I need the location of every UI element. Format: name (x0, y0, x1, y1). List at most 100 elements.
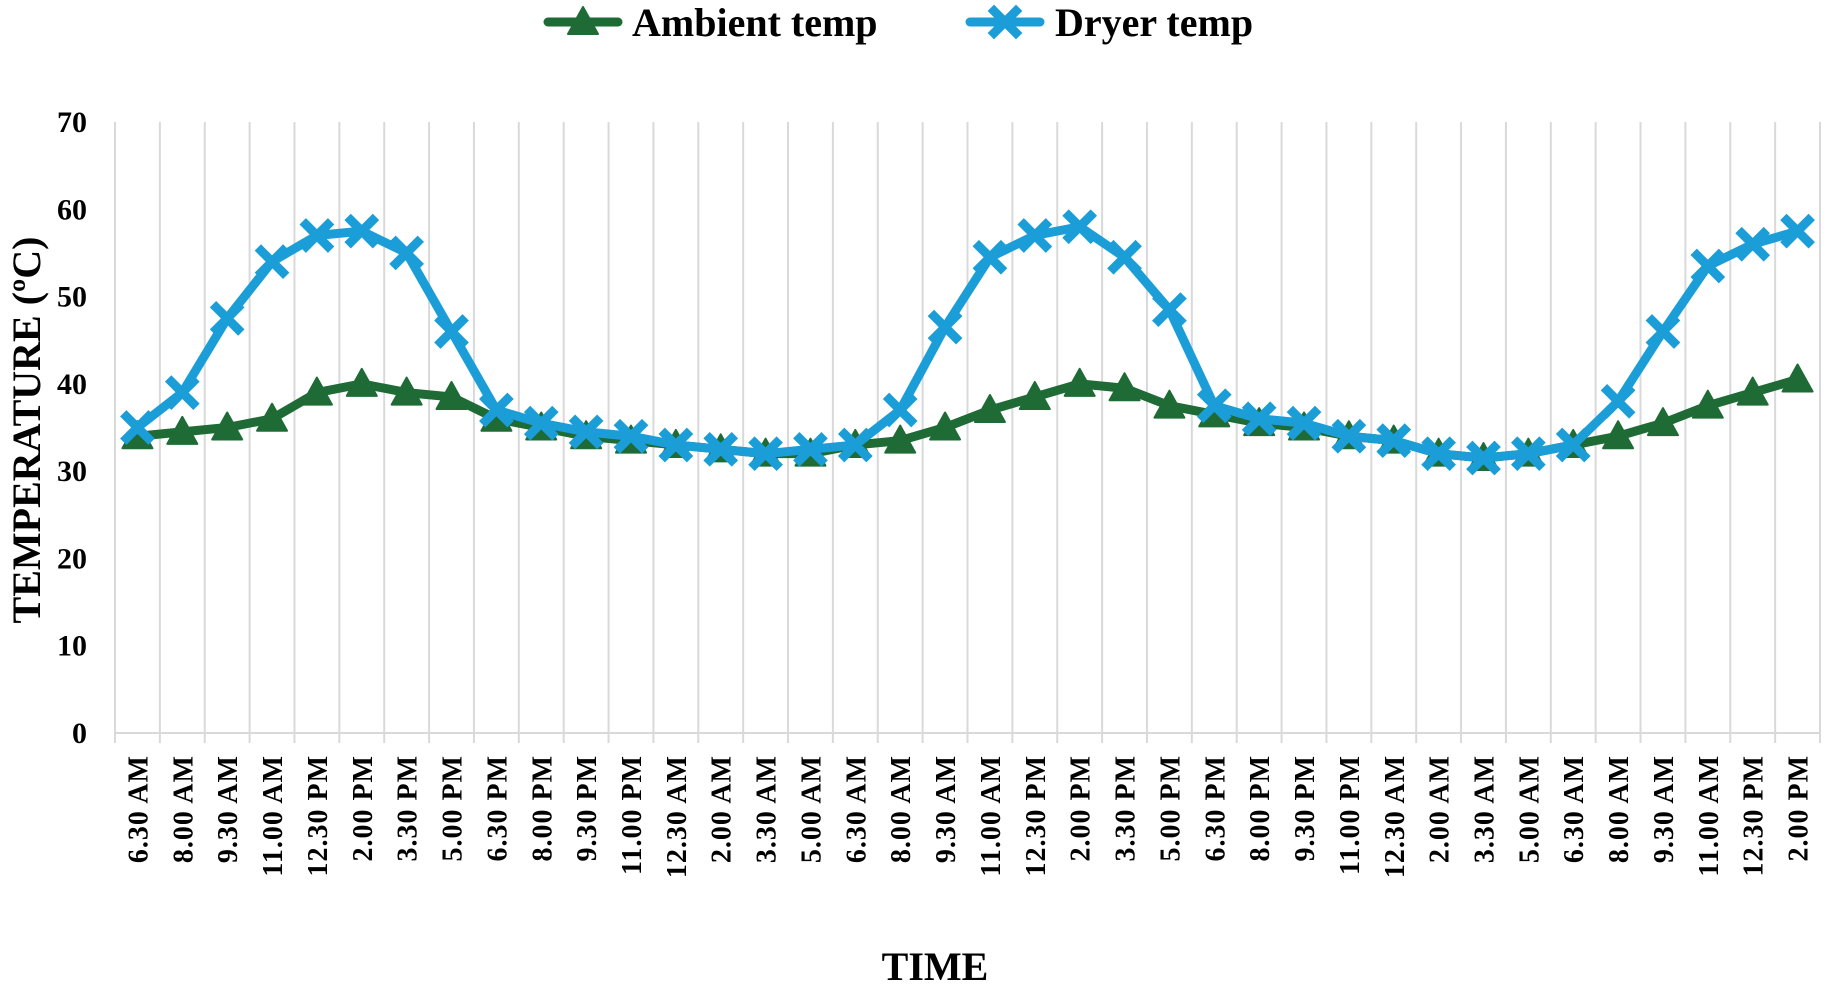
x-tick-label: 8.00 PM (527, 755, 558, 862)
marker-stroke (344, 213, 380, 249)
data-point (884, 424, 917, 454)
data-point (300, 376, 333, 406)
marker-stroke (1331, 418, 1367, 454)
data-point (1736, 376, 1769, 406)
data-point (209, 301, 245, 336)
data-point (927, 309, 963, 345)
marker-stroke (209, 301, 245, 336)
x-tick-label: 3.30 AM (1469, 755, 1500, 863)
x-tick-label: 2.00 AM (707, 755, 738, 863)
legend: Ambient temp Dryer temp (543, 0, 1253, 45)
marker-stroke (1196, 388, 1232, 424)
data-point (166, 415, 199, 445)
marker-stroke (1466, 440, 1501, 476)
x-tick-label: 12.30 PM (303, 755, 334, 877)
x-tick-label: 3.30 AM (752, 755, 783, 863)
x-tick-label: 9.30 AM (931, 755, 962, 863)
x-tick-labels: 6.30 AM 8.00 AM 9.30 AM 11.00 AM 12.30 PM 2.0… (123, 755, 1814, 878)
x-tick-label: 8.00 PM (1245, 755, 1276, 862)
x-tick-label: 2.00 PM (1066, 755, 1097, 862)
series-lines (120, 209, 1815, 476)
y-tick-labels: 0 10 20 30 40 50 60 70 (57, 106, 87, 750)
y-tick-label: 0 (72, 717, 87, 750)
y-axis-title: TEMPERATURE (ºC) (4, 237, 49, 624)
marker-stroke (837, 427, 873, 463)
data-point (345, 367, 378, 397)
data-point (211, 411, 244, 441)
data-point (1018, 380, 1051, 410)
marker-stroke (120, 410, 155, 445)
marker-stroke (1510, 436, 1546, 472)
x-tick-label: 9.30 PM (1290, 755, 1321, 862)
x-tick-label: 5.00 PM (438, 755, 469, 862)
data-point (1466, 440, 1501, 476)
data-point (390, 376, 423, 406)
x-tick-label: 12.30 AM (1380, 755, 1411, 878)
marker-stroke (927, 309, 963, 345)
x-tick-label: 12.30 AM (662, 755, 693, 878)
legend-item: Dryer temp (965, 0, 1253, 45)
data-point (1286, 405, 1322, 441)
marker-stroke (987, 4, 1023, 40)
data-point (1376, 423, 1412, 458)
marker-stroke (1421, 436, 1456, 472)
x-tick-label: 9.30 PM (572, 755, 603, 862)
marker-stroke (299, 218, 335, 253)
legend-label: Ambient temp (632, 0, 878, 45)
marker-stroke (1376, 423, 1412, 458)
x-tick-label: 2.00 PM (1784, 755, 1815, 862)
data-point (1510, 436, 1546, 472)
x-tick-label: 11.00 PM (1335, 755, 1366, 875)
data-point (1646, 407, 1679, 437)
data-point (1780, 213, 1815, 249)
data-point (1645, 314, 1681, 349)
x-tick-label: 12.30 PM (1739, 755, 1770, 877)
legend-item: Ambient temp (543, 0, 878, 45)
y-tick-label: 50 (57, 281, 87, 314)
data-point (1017, 218, 1053, 253)
marker-stroke (523, 405, 559, 441)
marker-stroke (1645, 314, 1681, 349)
data-point (256, 402, 289, 432)
x-tick-label: 8.00 AM (886, 755, 917, 863)
x-tick-label: 8.00 AM (1604, 755, 1635, 863)
data-point (1602, 420, 1635, 450)
marker-stroke (389, 235, 425, 271)
marker-stroke (882, 392, 918, 428)
y-tick-label: 60 (57, 193, 87, 226)
data-point (658, 427, 694, 463)
data-point (929, 411, 962, 441)
x-tick-label: 5.00 AM (796, 755, 827, 863)
data-point (837, 427, 873, 463)
data-point (1781, 363, 1814, 393)
x-tick-label: 6.30 PM (482, 755, 513, 862)
data-point (1153, 389, 1186, 419)
marker-stroke (479, 392, 514, 428)
marker-stroke (793, 431, 828, 467)
data-point (479, 392, 514, 428)
marker-stroke (658, 427, 694, 463)
x-tick-label: 12.30 PM (1021, 755, 1052, 877)
data-point (120, 410, 155, 445)
x-tick-label: 3.30 PM (1111, 755, 1142, 862)
vertical-gridlines (114, 122, 1821, 743)
legend-marker (567, 6, 599, 35)
marker-stroke (1241, 401, 1277, 437)
marker-stroke (254, 244, 290, 280)
data-point (1062, 209, 1098, 245)
marker-stroke (164, 375, 200, 410)
x-tick-label: 9.30 AM (1649, 755, 1680, 863)
data-point (972, 239, 1008, 275)
data-point (1196, 388, 1232, 424)
y-tick-label: 30 (57, 455, 87, 488)
x-tick-label: 6.30 PM (1200, 755, 1231, 862)
marker-stroke (1555, 427, 1591, 463)
x-tick-label: 9.30 AM (213, 755, 244, 863)
x-tick-label: 11.00 AM (258, 755, 289, 877)
marker-stroke (1735, 226, 1771, 262)
data-point (344, 213, 380, 249)
data-point (1107, 239, 1142, 275)
x-tick-label: 6.30 AM (123, 755, 154, 863)
data-point (1152, 292, 1187, 328)
